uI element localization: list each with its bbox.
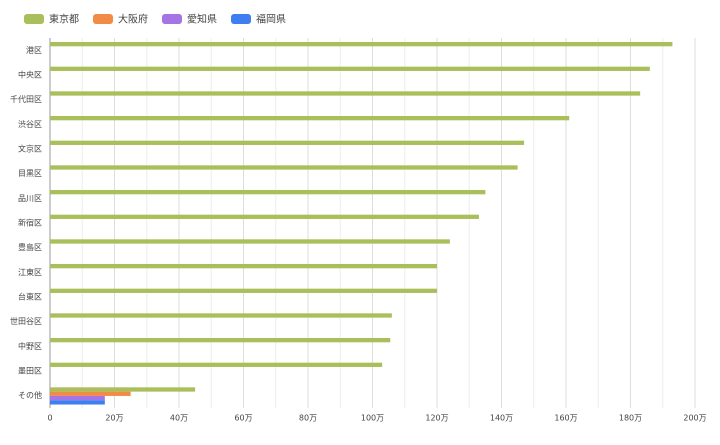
bar: [50, 91, 641, 96]
x-tick-label: 40万: [170, 414, 188, 423]
y-tick-label: 新宿区: [18, 218, 42, 228]
bar: [50, 288, 437, 293]
bar: [50, 165, 518, 170]
y-tick-label: 品川区: [18, 194, 42, 203]
y-tick-label: 文京区: [18, 144, 42, 154]
bar: [50, 338, 391, 343]
bar: [50, 387, 196, 392]
bar: [50, 264, 437, 269]
bar: [50, 190, 486, 195]
legend-swatch: [93, 14, 113, 24]
y-tick-label: その他: [18, 390, 42, 400]
legend-label: 大阪府: [118, 13, 148, 26]
x-tick-label: 100万: [361, 414, 384, 423]
x-tick-label: 120万: [425, 414, 448, 423]
x-tick-label: 20万: [105, 414, 123, 423]
x-tick-label: 60万: [234, 414, 252, 423]
bar: [50, 400, 105, 405]
x-tick-label: 200万: [683, 414, 706, 423]
y-tick-label: 渋谷区: [18, 119, 42, 129]
bar: [50, 391, 131, 396]
y-tick-label: 台東区: [18, 292, 42, 302]
y-tick-label: 港区: [26, 45, 42, 55]
legend-label: 福岡県: [256, 13, 286, 26]
y-tick-label: 中央区: [18, 70, 42, 80]
y-tick-label: 中野区: [18, 341, 42, 351]
bar: [50, 214, 479, 219]
bar: [50, 313, 392, 318]
legend-swatch: [231, 14, 251, 24]
legend-label: 愛知県: [187, 13, 217, 26]
bar: [50, 362, 383, 367]
y-tick-label: 墨田区: [18, 367, 42, 376]
bar: [50, 42, 673, 47]
x-tick-label: 160万: [554, 414, 577, 423]
x-tick-label: 80万: [299, 414, 317, 423]
x-tick-label: 140万: [490, 414, 513, 423]
bar: [50, 140, 525, 145]
y-tick-label: 世田谷区: [10, 316, 42, 326]
legend-swatch: [162, 14, 182, 24]
legend-swatch: [24, 14, 44, 24]
y-tick-label: 豊島区: [18, 242, 42, 252]
y-tick-label: 目黒区: [18, 169, 42, 178]
bar: [50, 395, 105, 401]
bar: [50, 239, 450, 244]
legend-label: 東京都: [49, 13, 79, 26]
y-tick-label: 江東区: [18, 267, 42, 277]
x-tick-label: 180万: [619, 414, 642, 423]
bar: [50, 116, 570, 121]
x-tick-label: 0: [47, 414, 52, 423]
y-tick-label: 千代田区: [10, 94, 42, 104]
bar: [50, 66, 650, 71]
